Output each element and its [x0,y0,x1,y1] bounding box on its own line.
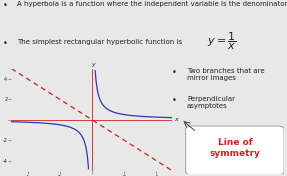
Text: The simplest rectangular hyperbolic function is: The simplest rectangular hyperbolic func… [17,39,182,45]
Text: Two branches that are
mirror images: Two branches that are mirror images [187,68,265,81]
Text: A hyperbola is a function where the independent variable is the denominator of a: A hyperbola is a function where the inde… [17,1,287,7]
Text: x: x [174,117,178,122]
Text: •: • [3,39,8,48]
Text: Perpendicular
asymptotes: Perpendicular asymptotes [187,96,235,109]
Text: $y = \dfrac{1}{x}$: $y = \dfrac{1}{x}$ [207,30,236,52]
FancyBboxPatch shape [186,126,284,175]
Text: •: • [172,96,177,105]
Text: Line of
symmetry: Line of symmetry [210,138,260,158]
Text: y: y [92,62,95,67]
Text: •: • [3,1,8,10]
Text: •: • [172,68,177,77]
